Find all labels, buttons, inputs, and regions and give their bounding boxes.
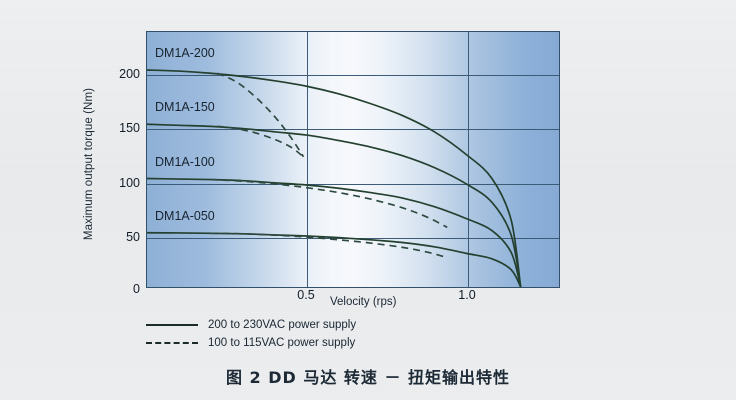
y-axis-title: Maximum output torque (Nm): [83, 87, 95, 241]
series-label-dm1a-050: DM1A-050: [155, 209, 215, 223]
series-label-dm1a-200: DM1A-200: [155, 46, 215, 60]
y-tick-200: 200: [119, 67, 140, 81]
legend-item-200-230vac: 200 to 230VAC power supply: [146, 316, 356, 334]
curve-dm1a-200-solid: [147, 69, 522, 287]
curves-layer: [147, 69, 522, 287]
gridline-x-0-5: [307, 32, 309, 287]
legend-solid-line-icon: [146, 320, 198, 330]
y-axis-tick-labels: 200 150 100 50 0: [104, 0, 140, 400]
gridline-y-200: [147, 75, 559, 77]
curve-dm1a-050-dashed: [210, 232, 448, 259]
legend-dashed-line-icon: [146, 338, 198, 348]
y-tick-100: 100: [119, 176, 140, 190]
x-tick-0-5: 0.5: [297, 288, 315, 302]
curve-dm1a-200-dashed: [216, 72, 305, 158]
legend-item-100-115vac: 100 to 115VAC power supply: [146, 334, 356, 352]
curve-dm1a-150-dashed: [217, 125, 305, 158]
plot-area: DM1A-200 DM1A-150 DM1A-100 DM1A-050: [146, 31, 560, 288]
series-label-dm1a-100: DM1A-100: [155, 155, 215, 169]
gridline-y-100: [147, 184, 559, 186]
curve-dm1a-050-solid: [147, 231, 522, 287]
legend: 200 to 230VAC power supply 100 to 115VAC…: [146, 316, 356, 352]
legend-label-100-115vac: 100 to 115VAC power supply: [208, 337, 356, 349]
x-axis-title: Velocity (rps): [330, 296, 397, 308]
figure-caption: 图 2 DD 马达 转速 － 扭矩输出特性: [225, 368, 511, 387]
series-label-dm1a-150: DM1A-150: [155, 100, 215, 114]
gridline-y-150: [147, 129, 559, 131]
curve-dm1a-150-solid: [147, 123, 522, 287]
y-tick-0: 0: [133, 282, 140, 296]
x-tick-1-0: 1.0: [458, 288, 476, 302]
y-tick-150: 150: [119, 121, 140, 135]
legend-label-200-230vac: 200 to 230VAC power supply: [208, 319, 357, 331]
y-tick-50: 50: [126, 230, 140, 244]
curve-dm1a-100-dashed: [210, 178, 448, 229]
gridline-x-1-0: [468, 32, 470, 287]
